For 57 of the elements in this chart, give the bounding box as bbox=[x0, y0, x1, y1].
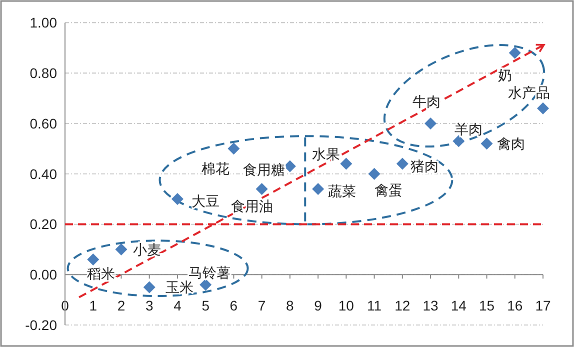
point bbox=[340, 158, 352, 170]
x-tick-label: 13 bbox=[422, 298, 439, 314]
point bbox=[143, 281, 156, 294]
x-tick-label: 10 bbox=[338, 298, 354, 314]
point bbox=[537, 102, 549, 114]
y-tick-label: 0.80 bbox=[30, 65, 58, 82]
annotation: 稻米 bbox=[87, 266, 116, 282]
point bbox=[200, 278, 212, 291]
annotation: 棉花 bbox=[202, 160, 230, 177]
point bbox=[256, 182, 268, 195]
point bbox=[480, 138, 493, 150]
y-tick-label: -0.20 bbox=[25, 317, 58, 333]
annotation: 马铃薯 bbox=[188, 264, 231, 281]
annotation: 蔬菜 bbox=[328, 182, 356, 199]
annotation: 玉米 bbox=[165, 279, 194, 296]
point bbox=[424, 117, 437, 130]
point bbox=[452, 135, 465, 148]
x-tick-label: 3 bbox=[145, 298, 154, 314]
y-tick-label: 0.60 bbox=[30, 115, 58, 132]
annotation: 大豆 bbox=[191, 193, 220, 210]
point bbox=[115, 243, 128, 256]
annotation: 禽蛋 bbox=[374, 182, 402, 198]
x-tick-label: 6 bbox=[230, 298, 238, 314]
x-tick-label: 2 bbox=[117, 298, 126, 314]
annotation: 水产品 bbox=[508, 84, 550, 100]
point bbox=[87, 254, 100, 266]
x-tick-label: 9 bbox=[314, 298, 322, 314]
x-tick-label: 15 bbox=[478, 298, 495, 314]
point bbox=[508, 46, 521, 59]
y-tick-label: 1.00 bbox=[30, 14, 58, 31]
annotation: 小麦 bbox=[133, 241, 162, 258]
y-tick-label: 0.20 bbox=[30, 216, 58, 232]
y-tick-label: 0.00 bbox=[30, 266, 58, 283]
x-tick-label: 8 bbox=[286, 298, 294, 314]
point bbox=[228, 142, 240, 155]
point bbox=[171, 193, 184, 206]
annotation: 食用油 bbox=[230, 198, 273, 214]
annotation: 禽肉 bbox=[496, 136, 525, 152]
point bbox=[396, 158, 408, 170]
point bbox=[368, 168, 380, 180]
annotation: 牛肉 bbox=[412, 93, 441, 110]
x-tick-label: 5 bbox=[202, 298, 210, 314]
annotation: 食用糖 bbox=[242, 161, 285, 178]
annotation: 水果 bbox=[312, 146, 340, 162]
x-tick-label: 4 bbox=[174, 298, 182, 314]
x-tick-label: 16 bbox=[507, 298, 523, 314]
x-tick-label: 1 bbox=[89, 298, 98, 314]
y-tick-label: 0.40 bbox=[30, 166, 58, 182]
x-tick-label: 17 bbox=[535, 298, 551, 314]
x-tick-label: 11 bbox=[367, 298, 382, 314]
x-tick-label: 12 bbox=[394, 298, 410, 314]
x-tick-label: 7 bbox=[258, 298, 266, 314]
annotation: 奶 bbox=[498, 66, 512, 83]
annotation: 猪肉 bbox=[410, 158, 438, 174]
x-tick-label: 14 bbox=[450, 298, 467, 314]
annotation: 羊肉 bbox=[454, 121, 483, 138]
point bbox=[312, 182, 324, 195]
